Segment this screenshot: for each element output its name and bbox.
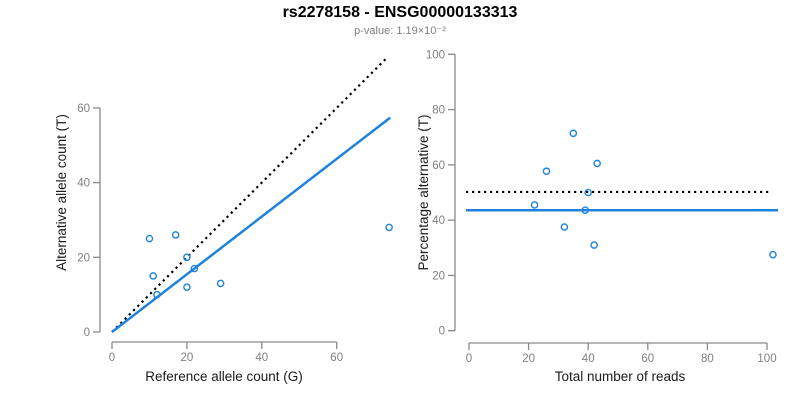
y-tick-label: 0 (84, 327, 90, 339)
data-point (171, 231, 180, 239)
x-tick-label: 20 (181, 352, 194, 364)
y-tick-label: 60 (77, 103, 90, 115)
y-axis-title: Percentage alternative (T) (416, 114, 431, 270)
figure-title: rs2278158 - ENSG00000133313 (282, 4, 518, 21)
data-point (590, 241, 598, 249)
data-point (385, 223, 393, 232)
data-point (149, 272, 157, 280)
y-axis-title: Alternative allele count (T) (54, 114, 69, 271)
y-tick-label: 80 (432, 105, 445, 117)
y-tick-label: 40 (77, 178, 90, 190)
data-point (560, 223, 569, 231)
x-tick-label: 20 (522, 353, 535, 365)
data-point (581, 206, 590, 214)
x-axis-title: Total number of reads (555, 369, 686, 384)
data-point (183, 283, 191, 291)
fit-line (111, 116, 392, 333)
x-tick-label: 100 (757, 353, 776, 365)
left-allele-count-panel: 0 20 40 60 0 20 40 60 Reference allele count (G)… (54, 56, 393, 384)
y-tick-label: 40 (432, 215, 445, 227)
x-axis-title: Reference allele count (G) (145, 369, 303, 384)
x-tick-label: 80 (701, 353, 714, 365)
y-tick-label: 0 (439, 326, 445, 338)
data-point (569, 129, 578, 138)
y-tick-label: 20 (77, 252, 90, 264)
y-tick-label: 60 (432, 160, 445, 172)
figure-subtitle: p-value: 1.19×10⁻² (354, 25, 446, 37)
x-tick-label: 60 (330, 352, 343, 364)
data-point (584, 188, 593, 197)
data-point (769, 250, 777, 259)
x-tick-label: 40 (582, 353, 595, 365)
x-tick-label: 60 (641, 353, 654, 365)
data-point (190, 264, 199, 273)
x-tick-label: 0 (109, 352, 115, 364)
y-tick-label: 20 (432, 270, 445, 282)
x-tick-label: 0 (466, 353, 472, 365)
data-point (145, 234, 154, 243)
identity-line (111, 56, 389, 333)
data-point (183, 253, 191, 262)
data-point (153, 290, 161, 299)
data-point (530, 201, 539, 209)
data-point (593, 159, 601, 168)
y-tick-label: 100 (426, 49, 445, 61)
data-point (216, 279, 225, 288)
x-tick-label: 40 (255, 352, 268, 364)
right-percentage-panel: 0 20 40 60 80 100 0 20 40 60 80 100 Total number of … (416, 49, 779, 384)
data-point (542, 167, 551, 176)
